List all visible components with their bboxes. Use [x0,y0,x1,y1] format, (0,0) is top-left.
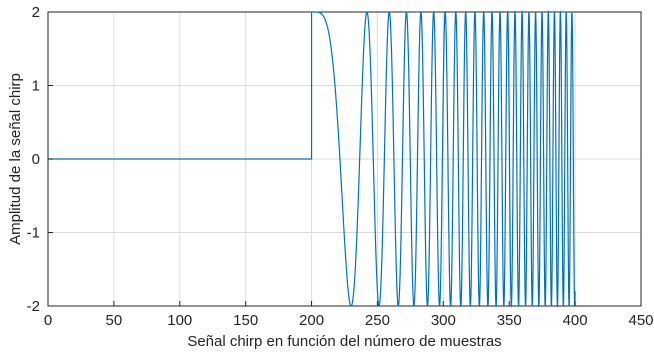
y-tick-label: 2 [32,4,40,21]
x-tick-label: 200 [299,312,324,329]
y-tick-label: -1 [27,225,40,242]
x-tick-label: 50 [106,312,123,329]
x-tick-label: 300 [431,312,456,329]
y-axis-label: Amplitud de la señal chirp [7,73,24,245]
series-line-chirp [48,9,576,309]
y-tick-label: -2 [27,298,40,315]
y-axis-ticks: 2 1 0 -1 -2 [27,4,53,315]
x-tick-label: 250 [365,312,390,329]
x-tick-label: 450 [628,312,653,329]
x-tick-label: 100 [167,312,192,329]
x-tick-label: 400 [563,312,588,329]
x-tick-label: 150 [233,312,258,329]
x-tick-label: 350 [497,312,522,329]
x-tick-label: 0 [44,312,52,329]
x-axis-label: Señal chirp en función del número de mue… [187,333,501,350]
x-axis-ticks: 0 50 100 150 200 250 300 350 400 450 [44,301,654,329]
y-tick-label: 1 [32,78,40,95]
y-tick-label: 0 [32,151,40,168]
